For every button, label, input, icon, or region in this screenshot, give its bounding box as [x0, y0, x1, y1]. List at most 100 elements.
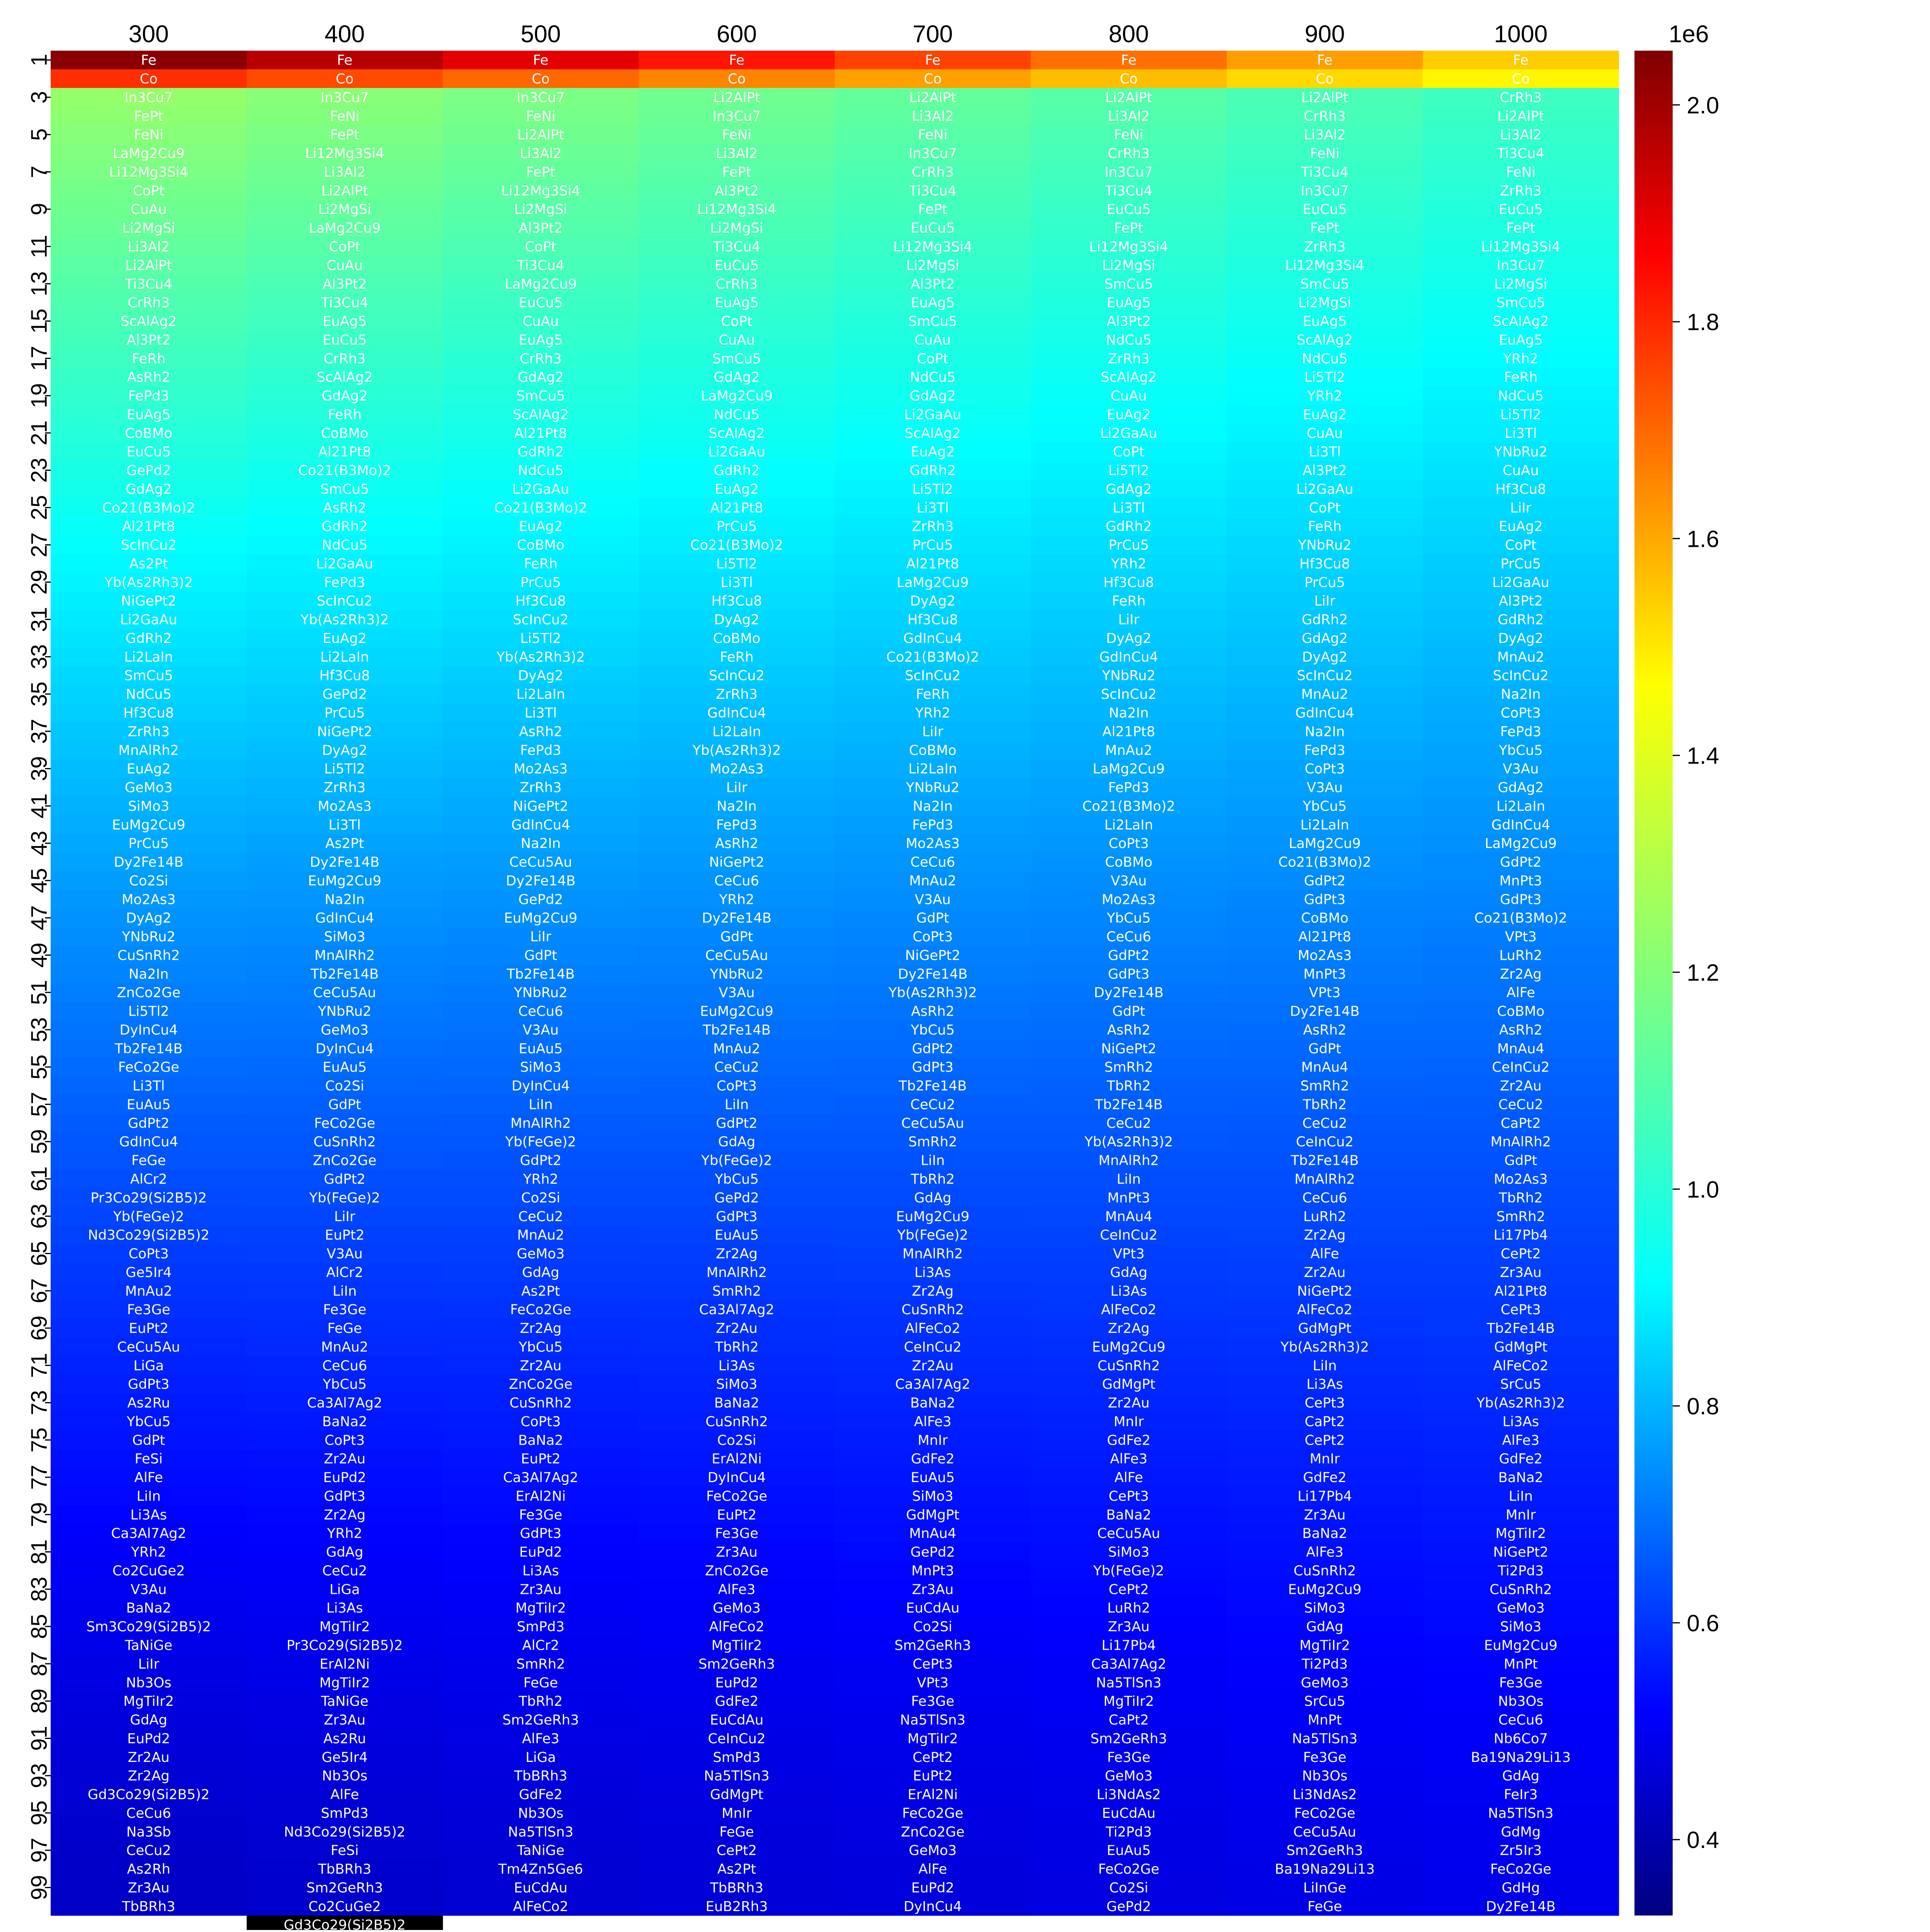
heatmap-cell [835, 778, 1031, 797]
heatmap-cell [443, 479, 639, 499]
heatmap-cell [246, 666, 443, 685]
heatmap-cell [1031, 479, 1227, 499]
heatmap-cell-label: Fe3Ge [127, 1302, 170, 1318]
heatmap-cell-label: DyInCu4 [316, 1041, 374, 1057]
heatmap-cell [51, 684, 247, 704]
heatmap-cell [246, 125, 443, 144]
heatmap-cell [1031, 1617, 1227, 1636]
heatmap-cell [639, 1300, 835, 1319]
heatmap-cell [1423, 797, 1619, 816]
heatmap-cell [1031, 1318, 1227, 1338]
heatmap-cell [1031, 983, 1227, 1002]
heatmap-cell-label: EuAu5 [519, 1041, 563, 1057]
heatmap-cell-label: FeCo2Ge [902, 1805, 963, 1821]
colorbar-exponent-label: 1e6 [1669, 21, 1709, 47]
heatmap-cell-label: Li2AlPt [125, 257, 172, 273]
heatmap-cell-label: Hf3Cu8 [1495, 481, 1546, 497]
heatmap-cell [443, 1039, 639, 1058]
heatmap-cell [1031, 1281, 1227, 1301]
heatmap-cell-label: Ge5Ir4 [322, 1749, 368, 1766]
heatmap-cell-label: GdPt [1504, 1153, 1537, 1169]
heatmap-cell [1227, 722, 1423, 741]
heatmap-cell [1031, 1766, 1227, 1785]
heatmap-cell [1031, 647, 1227, 667]
heatmap-cell-label: Nd3Co29(Si2B5)2 [88, 1227, 209, 1243]
heatmap-cell-label: CeInCu2 [1492, 1059, 1550, 1076]
heatmap-cell [443, 200, 639, 219]
heatmap-cell-label: GePd2 [322, 686, 367, 702]
heatmap-cell-label: GdPt3 [128, 1376, 169, 1392]
heatmap-cell-label: Zr2Au [128, 1749, 170, 1766]
heatmap-cell-label: FeCo2Ge [706, 1488, 767, 1504]
heatmap-cell-label: FeCo2Ge [1294, 1805, 1355, 1821]
row-tick-label: 73 [26, 1390, 51, 1415]
heatmap-cell-label: Li3NdAs2 [1293, 1787, 1357, 1803]
heatmap-cell [246, 684, 443, 704]
heatmap-cell-label: AsRh2 [1303, 1022, 1347, 1038]
heatmap-cell-label: Li3Tl [721, 575, 753, 591]
heatmap-cell-label: GdPt3 [324, 1488, 365, 1504]
heatmap-cell [51, 1673, 247, 1692]
colorbar-tick-label: 1.8 [1687, 309, 1719, 335]
heatmap-cell [1423, 162, 1619, 182]
heatmap-cell-label: EuPd2 [127, 1731, 170, 1747]
heatmap-cell-label: FeIr3 [1504, 1787, 1538, 1803]
heatmap-cell [1423, 1729, 1619, 1748]
heatmap-cell-label: SiMo3 [520, 1059, 561, 1076]
row-tick-label: 5 [26, 128, 51, 141]
column-tick-label: 300 [129, 21, 169, 47]
heatmap-cell [639, 1039, 835, 1058]
heatmap-cell [1031, 1057, 1227, 1077]
heatmap-cell [1227, 1822, 1423, 1842]
heatmap-cell-label: GdMgPt [1102, 1376, 1156, 1392]
heatmap-cell-label: Zr2Ag [1108, 1320, 1150, 1337]
heatmap-cell-label: CrRh3 [519, 351, 562, 367]
heatmap-cell [1423, 1095, 1619, 1114]
heatmap-cell [1423, 1356, 1619, 1375]
heatmap-cell [51, 964, 247, 983]
heatmap-cell [443, 946, 639, 965]
heatmap-cell [443, 1729, 639, 1748]
heatmap-cell [835, 741, 1031, 760]
heatmap-cell [246, 1897, 443, 1916]
heatmap-cell-label: Tm4Zn5Ge6 [498, 1861, 583, 1877]
heatmap-cell [51, 1393, 247, 1413]
heatmap-cell [1031, 1225, 1227, 1244]
heatmap-cell-label: TbRh2 [518, 1694, 563, 1710]
heatmap-cell [443, 1002, 639, 1021]
heatmap-cell-label: V3Au [1111, 873, 1147, 889]
heatmap-cell [1227, 1654, 1423, 1673]
heatmap-cell [1227, 1020, 1423, 1039]
row-tick-label: 57 [26, 1092, 51, 1117]
heatmap-cell-label: CeCu6 [1106, 929, 1151, 945]
heatmap-cell [639, 69, 835, 88]
heatmap-cell-label: YRh2 [523, 1171, 558, 1187]
heatmap-cell [1031, 1468, 1227, 1487]
heatmap-cell-label: Ba19Na29Li13 [1471, 1749, 1571, 1766]
heatmap-cell-label: NdCu5 [1106, 332, 1152, 348]
heatmap-cell [639, 759, 835, 778]
heatmap-cell-label: Co21(B3Mo)2 [102, 500, 195, 516]
heatmap-cell-label: AsRh2 [911, 1004, 955, 1020]
heatmap-cell [246, 1188, 443, 1207]
heatmap-cell-label: Li2GaAu [708, 444, 765, 460]
heatmap-cell-label: ZrRh3 [1108, 351, 1150, 367]
heatmap-cell-label: Na5TlSn3 [900, 1712, 965, 1728]
heatmap-cell-label: ZrRh3 [128, 724, 170, 740]
heatmap-cell [51, 741, 247, 760]
heatmap-cell-label: PrCu5 [1501, 556, 1541, 572]
heatmap-cell [246, 1207, 443, 1226]
heatmap-cell-label: GdInCu4 [903, 630, 962, 647]
heatmap-cell-label: PrCu5 [1109, 537, 1149, 553]
heatmap-cell [246, 1039, 443, 1058]
heatmap-cell [835, 797, 1031, 816]
heatmap-cell-label: FeRh [132, 351, 166, 367]
heatmap-cell [1227, 684, 1423, 704]
heatmap-cell [835, 983, 1031, 1002]
heatmap-cell [1423, 983, 1619, 1002]
heatmap-cell [1227, 256, 1423, 275]
heatmap-cell [639, 479, 835, 499]
heatmap-cell-label: V3Au [326, 1246, 363, 1262]
heatmap-cell [835, 517, 1031, 536]
heatmap-cell [1423, 1039, 1619, 1058]
